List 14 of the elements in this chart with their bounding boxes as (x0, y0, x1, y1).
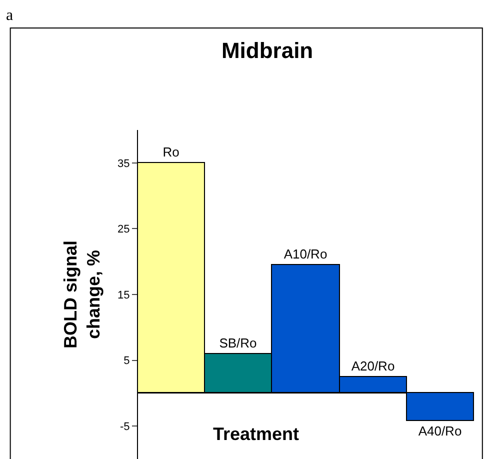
x-tick-label: A20/Ro (351, 358, 395, 374)
y-axis-title: BOLD signal change, % (60, 240, 104, 349)
x-tick-label: A10/Ro (284, 246, 328, 262)
chart-title: Midbrain (221, 38, 314, 64)
y-tick-label: 35 (118, 158, 130, 170)
y-tick-label: 15 (118, 289, 130, 302)
y-tick-label: 25 (118, 224, 130, 236)
y-tick-label: -5 (120, 420, 130, 433)
x-tick-label: A40/Ro (418, 424, 462, 438)
text: a (6, 7, 14, 24)
x-axis-title: Treatment (213, 424, 300, 444)
y-tick-label: 5 (124, 355, 130, 368)
x-tick-label: SB/Ro (219, 336, 257, 350)
x-tick-label: Ro (162, 144, 180, 160)
